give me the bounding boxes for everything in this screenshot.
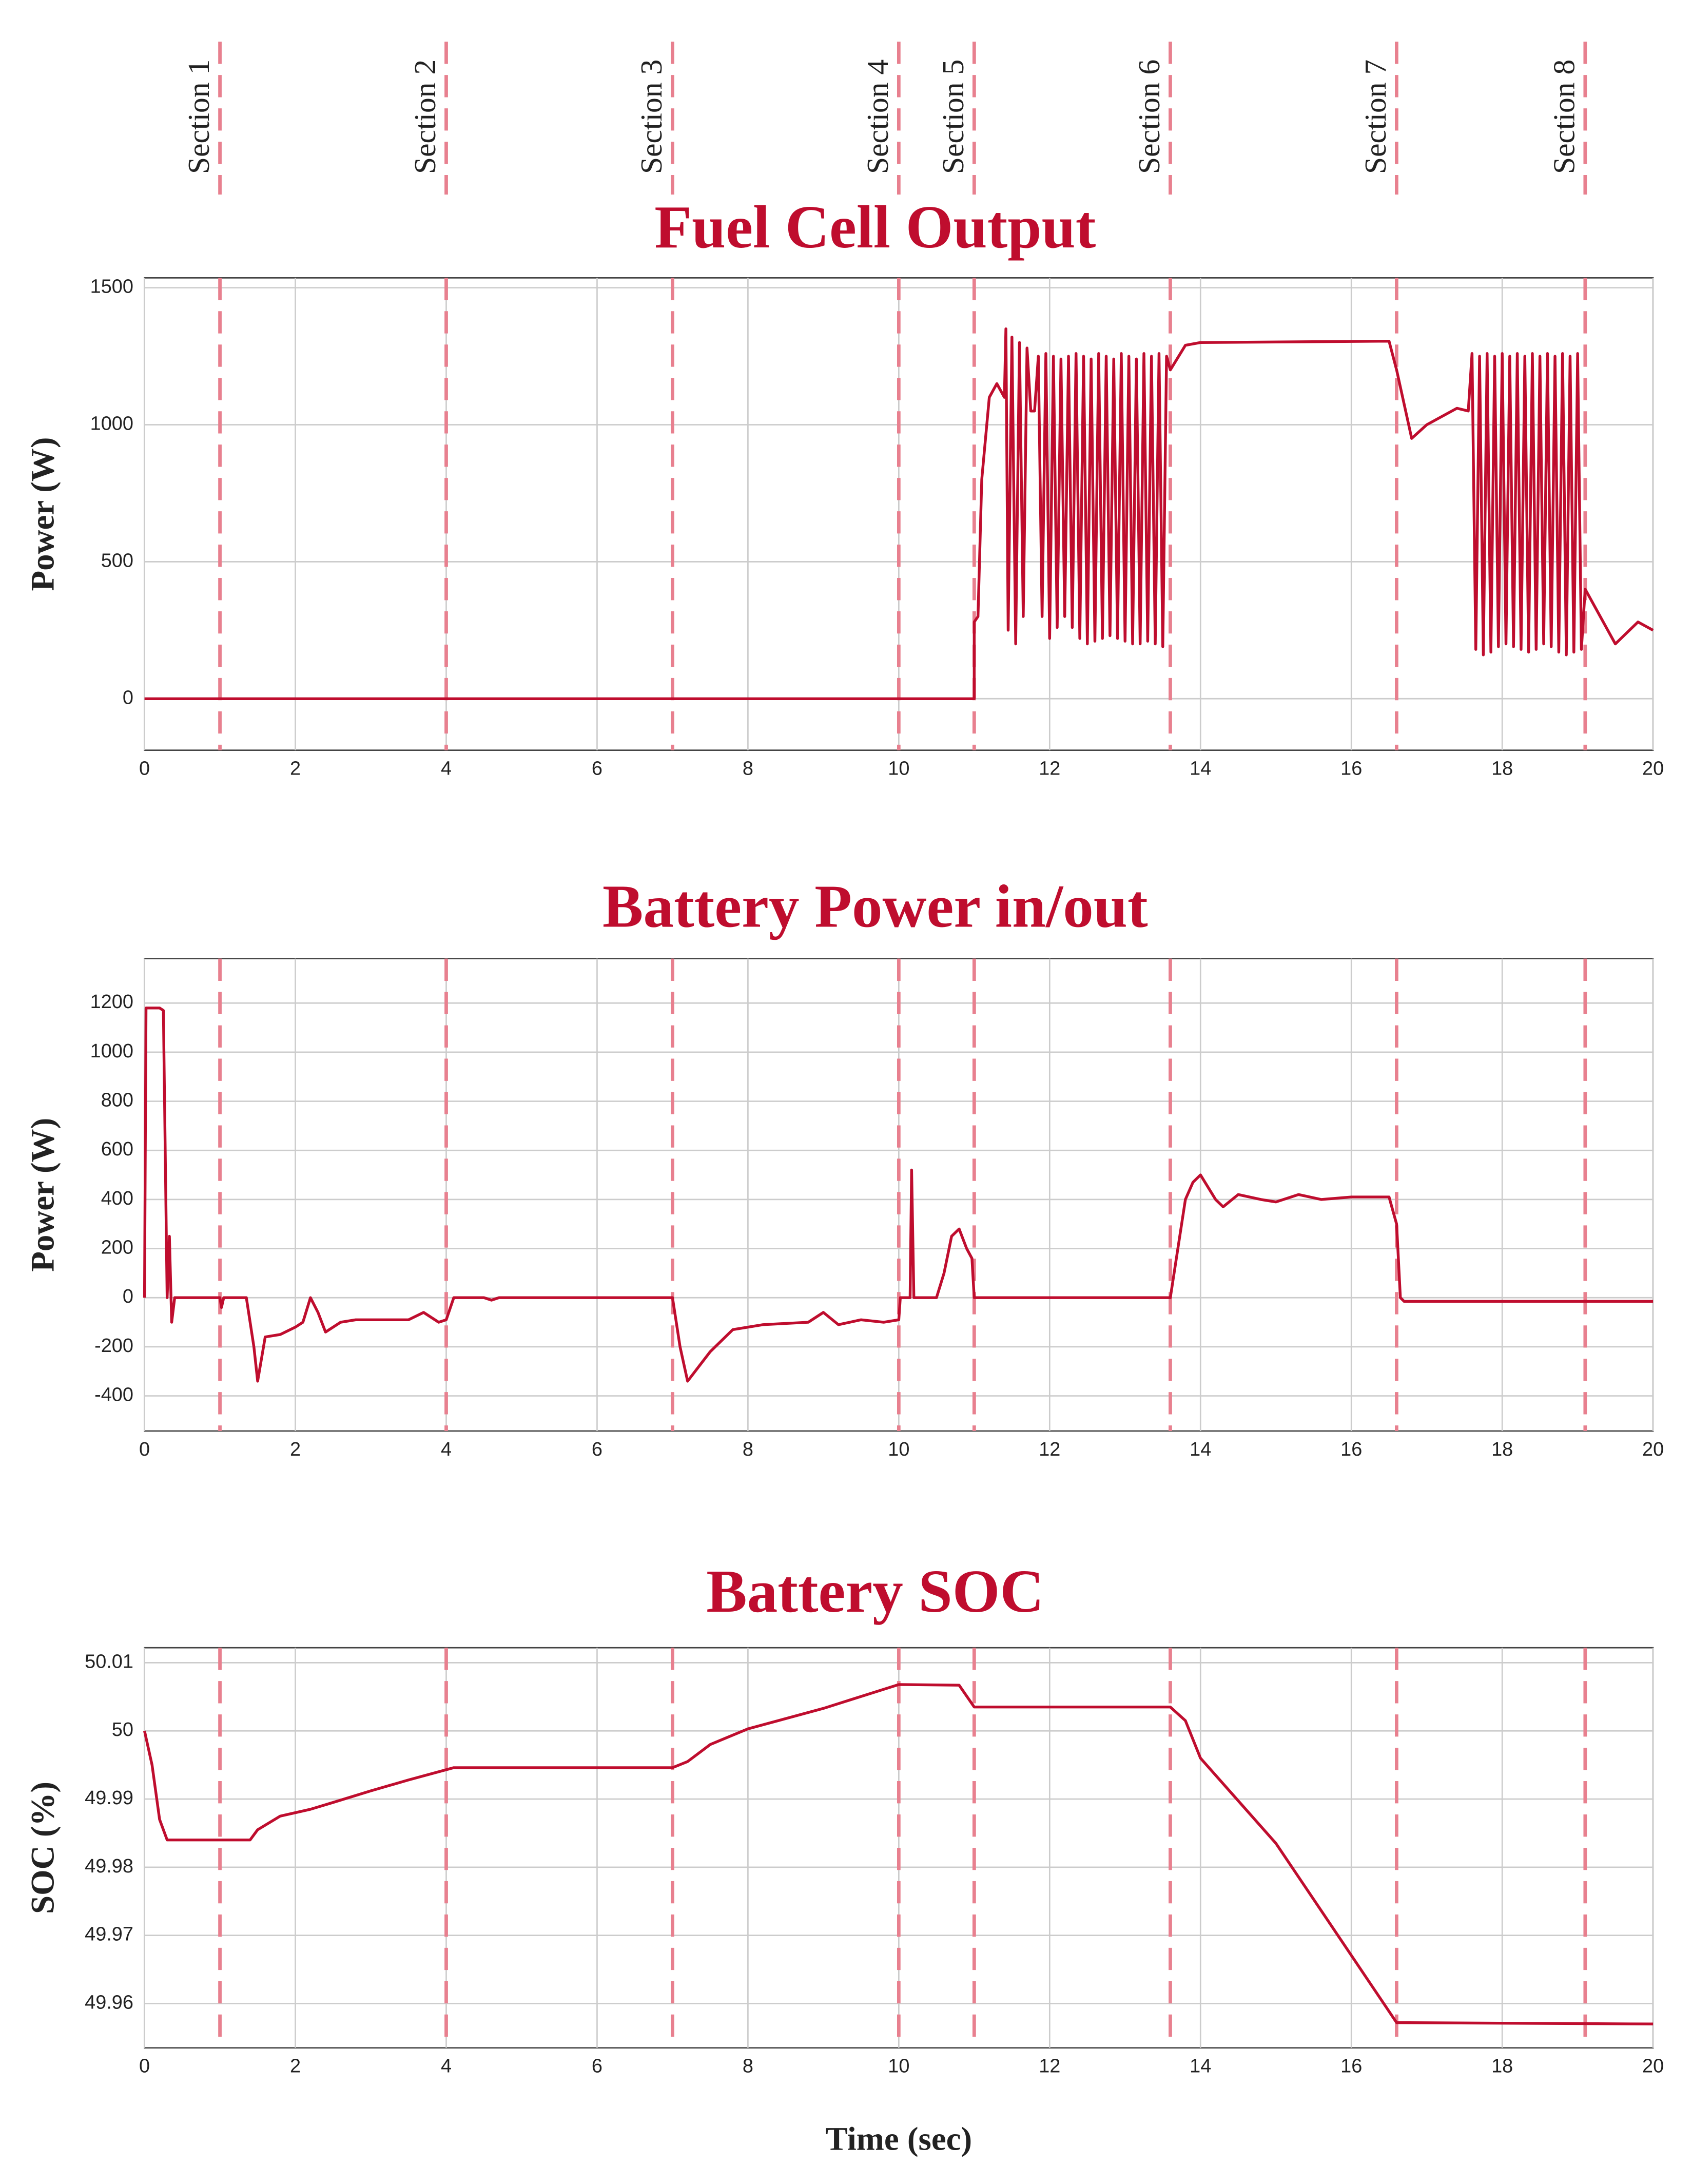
x-tick-label: 4 bbox=[441, 2056, 452, 2077]
section-label: Section 4 bbox=[861, 60, 894, 174]
section-label: Section 3 bbox=[634, 60, 668, 174]
chart-title: Battery Power in/out bbox=[602, 873, 1148, 940]
section-label: Section 5 bbox=[936, 60, 970, 174]
y-axis-label: SOC (%) bbox=[24, 1782, 61, 1914]
y-tick-label: 50 bbox=[112, 1719, 133, 1741]
x-tick-label: 0 bbox=[139, 758, 150, 780]
x-tick-label: 4 bbox=[441, 1439, 452, 1460]
x-tick-label: 20 bbox=[1642, 2056, 1664, 2077]
y-tick-label: -400 bbox=[94, 1384, 133, 1406]
x-tick-label: 2 bbox=[290, 758, 301, 780]
x-tick-label: 18 bbox=[1491, 758, 1513, 780]
x-tick-label: 16 bbox=[1340, 1439, 1362, 1460]
section-label: Section 2 bbox=[408, 60, 442, 174]
x-tick-label: 14 bbox=[1190, 1439, 1211, 1460]
x-tick-label: 20 bbox=[1642, 1439, 1664, 1460]
y-axis-label: Power (W) bbox=[24, 437, 61, 591]
x-tick-label: 12 bbox=[1039, 2056, 1060, 2077]
x-tick-label: 14 bbox=[1190, 2056, 1211, 2077]
y-tick-label: 49.97 bbox=[85, 1924, 133, 1945]
y-tick-label: 0 bbox=[123, 687, 133, 708]
x-tick-label: 16 bbox=[1340, 2056, 1362, 2077]
x-tick-label: 14 bbox=[1190, 758, 1211, 780]
y-tick-label: 800 bbox=[101, 1090, 133, 1111]
x-tick-label: 10 bbox=[888, 1439, 909, 1460]
y-tick-label: 49.96 bbox=[85, 1992, 133, 2013]
x-tick-label: 10 bbox=[888, 2056, 909, 2077]
y-tick-label: 50.01 bbox=[85, 1651, 133, 1672]
section-label: Section 6 bbox=[1132, 60, 1166, 174]
data-line bbox=[144, 327, 1654, 700]
x-tick-label: 6 bbox=[592, 2056, 602, 2077]
y-tick-label: 49.99 bbox=[85, 1787, 133, 1809]
y-tick-label: 1500 bbox=[90, 276, 133, 298]
x-tick-label: 0 bbox=[139, 1439, 150, 1460]
x-tick-label: 10 bbox=[888, 758, 909, 780]
section-label: Section 1 bbox=[182, 60, 216, 174]
y-tick-label: 1200 bbox=[90, 991, 133, 1013]
x-tick-label: 18 bbox=[1491, 1439, 1513, 1460]
y-tick-label: 400 bbox=[101, 1188, 133, 1209]
y-tick-label: 500 bbox=[101, 550, 133, 571]
x-tick-label: 12 bbox=[1039, 1439, 1060, 1460]
y-tick-label: 200 bbox=[101, 1237, 133, 1259]
x-tick-label: 18 bbox=[1491, 2056, 1513, 2077]
x-tick-label: 16 bbox=[1340, 758, 1362, 780]
x-tick-label: 8 bbox=[743, 758, 753, 780]
x-tick-label: 8 bbox=[743, 1439, 753, 1460]
chart-title: Fuel Cell Output bbox=[654, 193, 1096, 261]
section-label: Section 8 bbox=[1547, 60, 1581, 174]
x-tick-label: 6 bbox=[592, 758, 602, 780]
x-tick-label: 0 bbox=[139, 2056, 150, 2077]
y-tick-label: 0 bbox=[123, 1286, 133, 1307]
x-tick-label: 2 bbox=[290, 1439, 301, 1460]
y-axis-label: Power (W) bbox=[24, 1118, 61, 1272]
y-tick-label: 49.98 bbox=[85, 1856, 133, 1877]
y-tick-label: 600 bbox=[101, 1138, 133, 1160]
y-tick-label: 1000 bbox=[90, 413, 133, 434]
section-label: Section 7 bbox=[1358, 60, 1392, 174]
x-tick-label: 6 bbox=[592, 1439, 602, 1460]
x-tick-label: 12 bbox=[1039, 758, 1060, 780]
y-tick-label: 1000 bbox=[90, 1040, 133, 1062]
x-tick-label: 2 bbox=[290, 2056, 301, 2077]
data-line bbox=[143, 1007, 1654, 1383]
x-axis-label: Time (sec) bbox=[826, 2121, 973, 2158]
x-tick-label: 8 bbox=[743, 2056, 753, 2077]
y-tick-label: -200 bbox=[94, 1335, 133, 1357]
x-tick-label: 20 bbox=[1642, 758, 1664, 780]
chart-title: Battery SOC bbox=[706, 1557, 1044, 1625]
x-tick-label: 4 bbox=[441, 758, 452, 780]
data-line bbox=[143, 1683, 1654, 2025]
